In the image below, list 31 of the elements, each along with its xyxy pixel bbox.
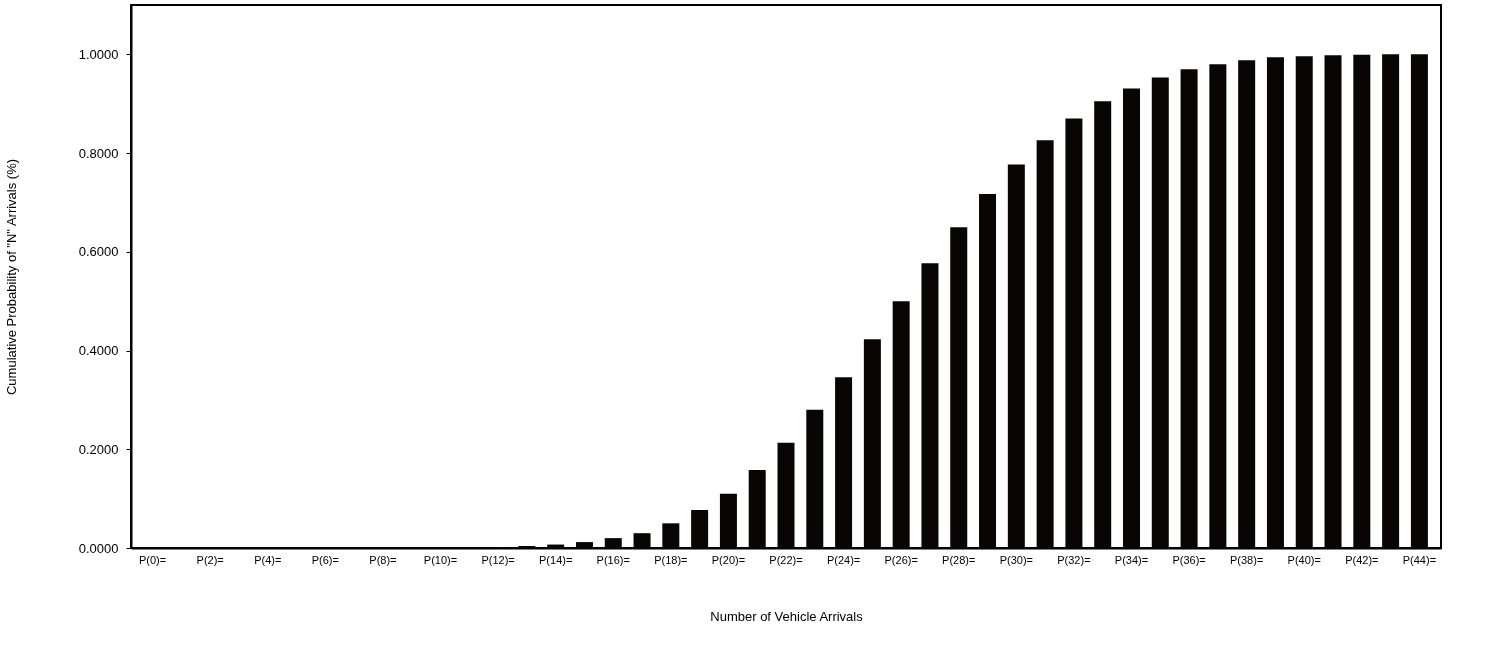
y-tick-label: 0.4000 bbox=[78, 343, 119, 359]
x-tick-label: P(10)= bbox=[423, 553, 458, 566]
x-tick-label: P(2)= bbox=[196, 553, 224, 566]
x-tick-label: P(40)= bbox=[1287, 553, 1321, 566]
x-tick-label: P(34)= bbox=[1114, 553, 1149, 566]
x-tick-label: P(4)= bbox=[254, 553, 282, 566]
x-tick-label: P(26)= bbox=[884, 553, 918, 566]
x-tick-label: P(36)= bbox=[1172, 553, 1206, 566]
x-tick-label: P(8)= bbox=[369, 553, 397, 566]
x-axis-title: Number of Vehicle Arrivals bbox=[710, 608, 864, 624]
x-tick-label: P(28)= bbox=[942, 553, 976, 566]
y-tick-label: 1.0000 bbox=[78, 46, 119, 62]
y-tick-label: 0.0000 bbox=[78, 540, 119, 556]
x-tick-label: P(22)= bbox=[769, 553, 803, 566]
x-tick-label: P(20)= bbox=[711, 553, 746, 566]
x-tick-label: P(16)= bbox=[596, 553, 630, 566]
x-tick-label: P(24)= bbox=[826, 553, 861, 566]
x-tick-label: P(42)= bbox=[1345, 553, 1379, 566]
y-tick-label: 0.6000 bbox=[78, 244, 119, 260]
x-tick-label: P(0)= bbox=[138, 553, 167, 566]
x-tick-label: P(38)= bbox=[1230, 553, 1264, 566]
x-tick-label: P(12)= bbox=[481, 553, 515, 566]
y-axis-title: Cumulative Probability of "N" Arrivals (%) bbox=[3, 158, 19, 396]
x-tick-label: P(30)= bbox=[999, 553, 1033, 566]
y-tick-label: 0.8000 bbox=[78, 145, 119, 161]
x-tick-label: P(6)= bbox=[311, 553, 339, 566]
x-tick-label: P(18)= bbox=[654, 553, 688, 566]
x-tick-label: P(44)= bbox=[1402, 553, 1437, 566]
y-tick-label: 0.2000 bbox=[78, 441, 119, 457]
x-tick-label: P(14)= bbox=[539, 553, 573, 566]
x-tick-label: P(32)= bbox=[1057, 553, 1091, 566]
